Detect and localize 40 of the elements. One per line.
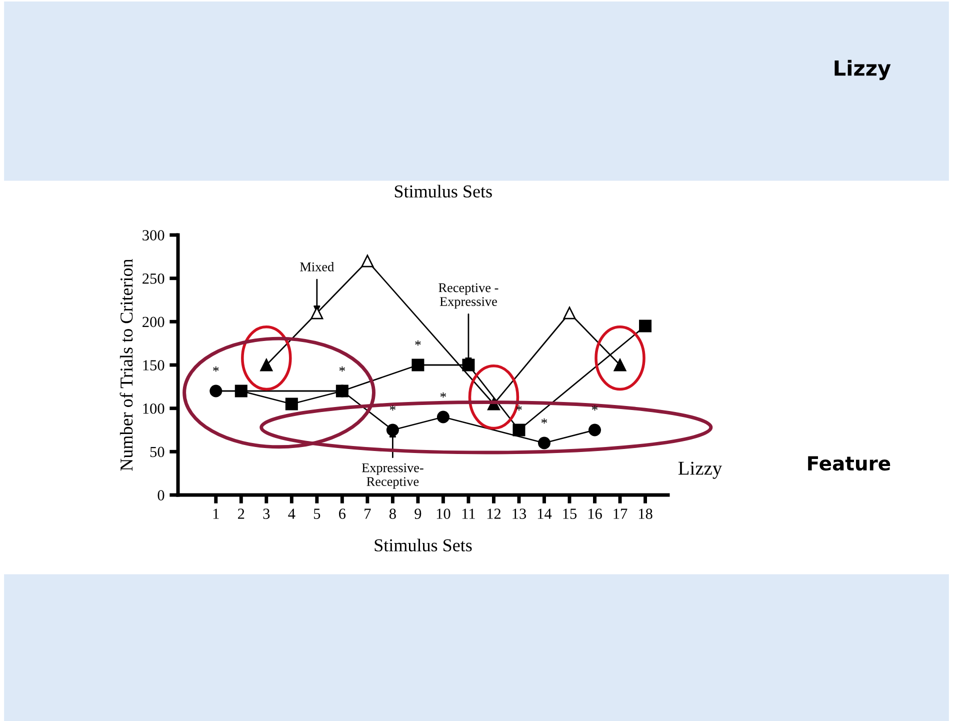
x-tick-label: 2 — [238, 508, 244, 519]
x-axis-title: Stimulus Sets — [374, 538, 472, 552]
data-label: * — [415, 340, 421, 346]
x-tick-label: 17 — [614, 508, 628, 519]
text: Lizzy — [678, 462, 722, 479]
x-tick-label: 12 — [487, 508, 501, 519]
data-label: * — [440, 392, 446, 398]
y-tick-label: 300 — [142, 230, 164, 240]
x-tick-label: 3 — [263, 508, 270, 519]
data-label: * — [390, 405, 396, 411]
text: Feature — [808, 456, 890, 471]
x-tick-label: 4 — [288, 508, 296, 519]
annotation: Mixed — [300, 262, 334, 272]
text: Lizzy — [834, 60, 891, 80]
x-tick-label: 15 — [563, 508, 577, 519]
x-tick-label: 5 — [314, 508, 320, 519]
x-tick-label: 8 — [389, 508, 396, 519]
x-tick-label: 18 — [638, 508, 652, 519]
x-tick-label: 7 — [364, 508, 371, 519]
y-tick-label: 250 — [142, 273, 164, 284]
x-tick-label: 14 — [538, 508, 552, 519]
x-tick-label: 6 — [339, 508, 346, 519]
y-tick-label: 0 — [158, 490, 164, 500]
data-label: * — [213, 366, 219, 372]
chart-subtitle: Stimulus Sets — [394, 184, 492, 198]
annotation: Receptive - Expressive — [438, 283, 498, 309]
x-tick-label: 16 — [588, 508, 602, 519]
x-tick-label: 9 — [414, 508, 422, 519]
data-label: * — [339, 366, 345, 372]
data-label: * — [541, 418, 548, 424]
x-tick-label: 13 — [512, 508, 526, 519]
y-tick-label: 100 — [143, 403, 164, 414]
y-tick-label: 200 — [142, 316, 164, 328]
x-tick-label: 10 — [436, 508, 450, 519]
y-axis-title: Number of Trials to Criterion — [120, 258, 133, 471]
x-tick-label: 11 — [462, 508, 475, 519]
y-tick-label: 150 — [143, 360, 164, 370]
x-tick-label: 1 — [213, 508, 219, 519]
y-tick-label: 50 — [150, 446, 164, 458]
annotation: Expressive- Receptive — [362, 463, 424, 489]
